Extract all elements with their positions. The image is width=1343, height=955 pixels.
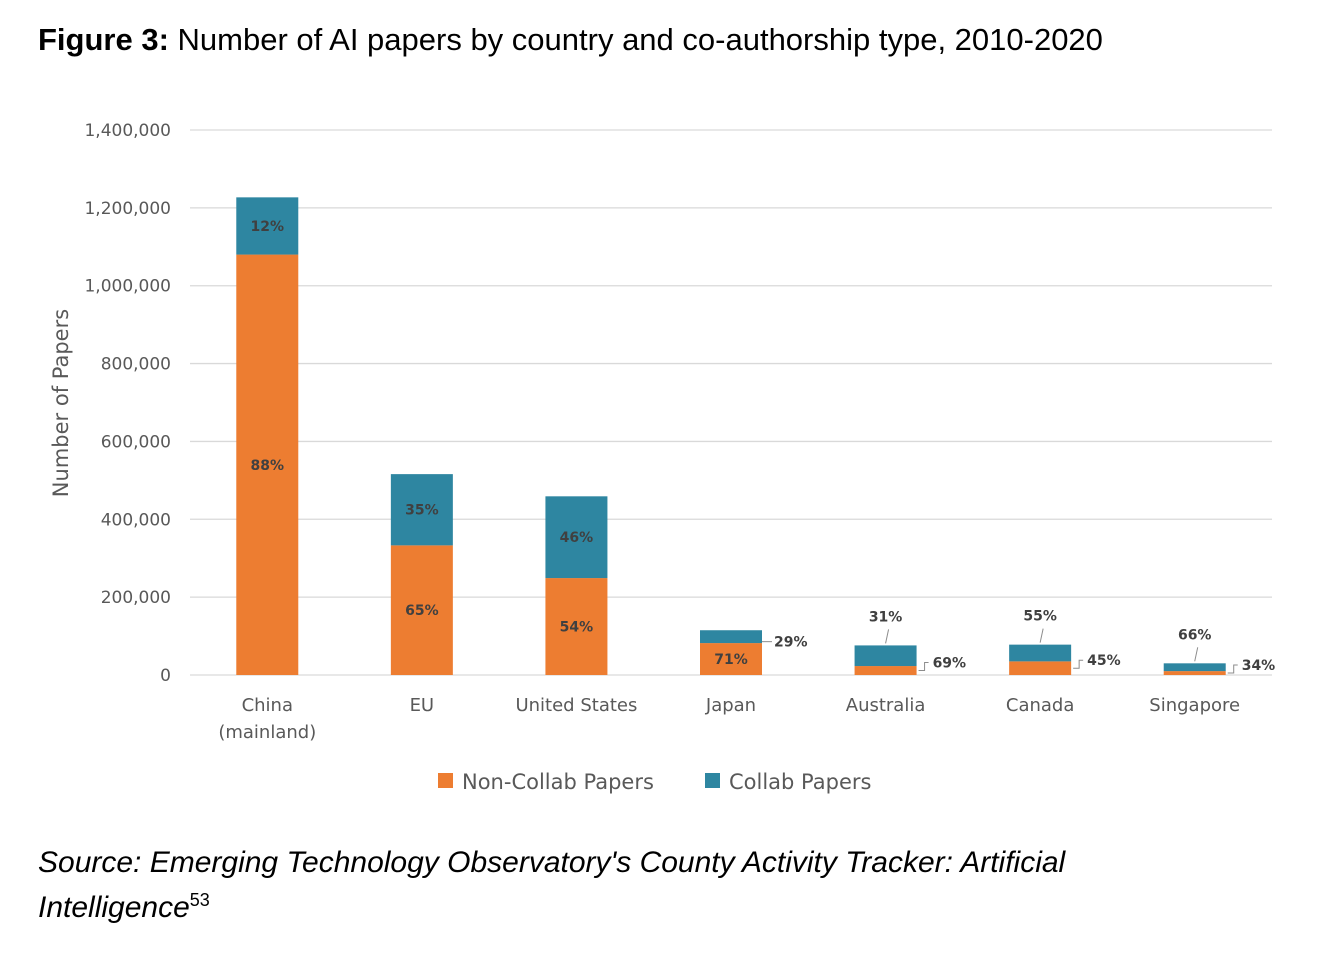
category-label: EU xyxy=(410,695,435,716)
data-label-collab: 55% xyxy=(1023,609,1057,625)
data-label-collab: 29% xyxy=(774,635,808,651)
category-label: Canada xyxy=(1006,695,1075,716)
category-label-line: United States xyxy=(515,695,637,716)
bar-collab xyxy=(390,474,453,546)
legend-swatch-non-collab xyxy=(438,773,453,788)
category-label: Singapore xyxy=(1149,695,1240,716)
category-label-line: EU xyxy=(410,695,435,716)
data-label-non-collab: 69% xyxy=(933,656,967,672)
bar-non-collab xyxy=(1163,671,1226,675)
figure-title: Figure 3: Number of AI papers by country… xyxy=(38,22,1103,58)
data-label-non-collab: 71% xyxy=(714,652,748,668)
bar-non-collab xyxy=(700,643,762,675)
footnote-marker: 53 xyxy=(189,890,210,910)
source-text: Source: Emerging Technology Observatory'… xyxy=(38,846,1066,924)
legend-label-non-collab: Non-Collab Papers xyxy=(462,770,654,794)
y-tick-label: 600,000 xyxy=(101,432,171,452)
x-axis-categories: China (mainland) EU United States Japan Austr… xyxy=(218,695,1240,743)
category-label: Australia xyxy=(846,695,926,716)
y-tick-label: 1,000,000 xyxy=(84,277,171,297)
data-label-non-collab: 65% xyxy=(405,603,439,619)
figure-number: Figure 3: xyxy=(38,22,169,57)
data-label-non-collab: 88% xyxy=(251,458,285,474)
bar-non-collab xyxy=(236,254,299,676)
bar-collab xyxy=(700,630,762,644)
y-tick-label: 400,000 xyxy=(101,510,171,530)
legend: Non-Collab Papers Collab Papers xyxy=(438,770,871,794)
category-label-line: Australia xyxy=(846,695,926,716)
gridlines xyxy=(190,129,1272,676)
data-label-non-collab: 45% xyxy=(1087,653,1121,669)
category-label: Japan xyxy=(705,695,756,716)
data-label-collab: 31% xyxy=(869,609,903,625)
bar-non-collab xyxy=(854,666,917,675)
leader-line xyxy=(885,629,890,644)
data-label-non-collab: 54% xyxy=(560,620,594,636)
bar-collab xyxy=(1009,644,1072,662)
y-tick-label: 1,400,000 xyxy=(84,121,171,141)
leader-line xyxy=(1194,647,1199,662)
bar-collab xyxy=(545,496,608,579)
category-label-line: Japan xyxy=(705,695,756,716)
leader-line xyxy=(1039,628,1044,643)
y-tick-label: 0 xyxy=(160,666,171,686)
y-axis-label: Number of Papers xyxy=(49,309,73,497)
data-label-collab: 46% xyxy=(560,530,594,546)
data-label-non-collab: 34% xyxy=(1242,658,1276,674)
bar-collab xyxy=(1163,663,1226,672)
leader-line xyxy=(918,662,929,672)
data-label-collab: 66% xyxy=(1178,627,1212,643)
leader-line xyxy=(1227,664,1238,674)
bar-collab xyxy=(854,645,917,667)
category-label-line: Singapore xyxy=(1149,695,1240,716)
figure-title-text: Number of AI papers by country and co-au… xyxy=(168,22,1103,57)
bar-non-collab xyxy=(1009,661,1072,675)
source-caption: Source: Emerging Technology Observatory'… xyxy=(38,840,1238,930)
category-label-line: Canada xyxy=(1006,695,1075,716)
category-label-line: (mainland) xyxy=(218,722,316,743)
stacked-bar-chart: Number of Papers 0 200,000 400,000 600,000 8… xyxy=(49,121,1276,794)
bar-non-collab xyxy=(390,545,453,675)
data-label-collab: 12% xyxy=(251,219,285,235)
y-tick-label: 200,000 xyxy=(101,588,171,608)
legend-label-collab: Collab Papers xyxy=(729,770,871,794)
y-axis-ticks: 0 200,000 400,000 600,000 800,000 1,000,000 1,… xyxy=(84,121,171,686)
leader-line xyxy=(1073,659,1084,669)
category-label-line: China xyxy=(242,695,293,716)
data-label-collab: 35% xyxy=(405,503,439,519)
bars: 88% 12% 65% 35% 54% 46% 71% 29% 69% 31% 45% 55% 34% 6… xyxy=(236,197,1276,676)
category-label: China (mainland) xyxy=(218,695,316,743)
legend-swatch-collab xyxy=(705,773,720,788)
bar-collab xyxy=(236,197,299,255)
y-tick-label: 800,000 xyxy=(101,355,171,375)
category-label: United States xyxy=(515,695,637,716)
y-tick-label: 1,200,000 xyxy=(84,199,171,219)
bar-non-collab xyxy=(545,578,608,675)
